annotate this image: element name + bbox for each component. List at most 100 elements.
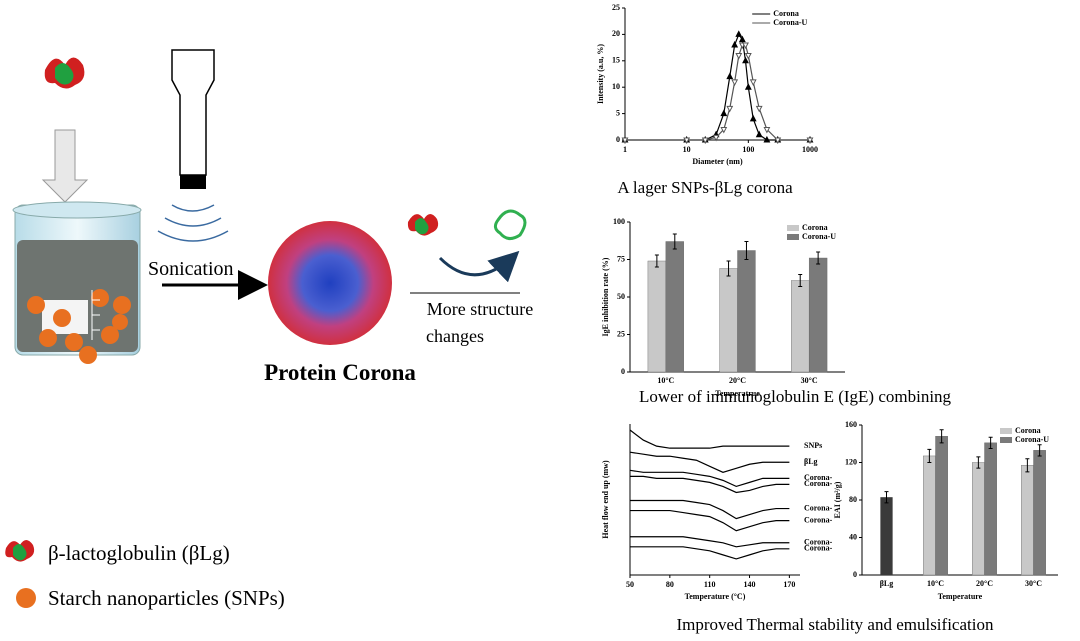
legend-label: Corona (1015, 426, 1041, 435)
x-tick-label: 100 (742, 145, 754, 154)
legend-label: Corona (773, 9, 799, 18)
x-tick-label: 80 (666, 580, 674, 589)
bar (972, 462, 985, 576)
legend-protein-icon (5, 540, 35, 562)
x-tick-label: 110 (704, 580, 716, 589)
series-line (629, 451, 790, 473)
y-tick-label: 100 (613, 217, 625, 226)
x-axis-label: Temperature (938, 592, 983, 601)
error-bar (672, 233, 677, 250)
point-marker (726, 105, 734, 113)
bar (923, 455, 936, 576)
caption: A lager SNPs-βLg corona (617, 178, 793, 197)
y-tick-label: 20 (612, 29, 620, 38)
x-tick-label: 50 (626, 580, 634, 589)
y-tick-label: 10 (612, 82, 620, 91)
sonicator (157, 49, 229, 242)
y-axis-label: Heat flow end up (mw) (601, 460, 610, 539)
bar (665, 241, 684, 373)
legend-snp-dot (16, 588, 36, 608)
error-bar (1025, 458, 1030, 473)
x-axis-label: Temperature (°C) (685, 592, 746, 601)
protein-icon (407, 209, 527, 240)
y-tick-label: 80 (849, 495, 857, 504)
error-bar (726, 260, 731, 277)
error-bar (927, 448, 932, 463)
sonication-label: Sonication (148, 258, 234, 280)
point-marker (763, 135, 771, 143)
legend-label: Corona-U (773, 18, 807, 27)
point-marker (763, 126, 771, 134)
down-arrow (41, 129, 89, 203)
y-tick-label: 160 (845, 420, 857, 429)
x-tick-label: 20°C (976, 579, 993, 588)
point-marker (742, 56, 749, 64)
point-marker (806, 137, 814, 145)
point-marker (744, 53, 752, 60)
x-tick-label: 30°C (801, 376, 818, 385)
bar (791, 280, 810, 373)
point-marker (755, 130, 763, 138)
x-tick-label: 20°C (729, 376, 746, 385)
series-label: Corona- (804, 479, 833, 488)
series-line (629, 429, 790, 449)
y-axis-label: Intensity (a.u, %) (596, 44, 605, 104)
bar (808, 257, 828, 373)
y-axis-label: EAI (m²/g) (833, 481, 842, 518)
legend-label: Corona-U (1015, 435, 1049, 444)
bar (935, 436, 948, 576)
point-marker (712, 134, 720, 142)
y-tick-label: 25 (617, 329, 625, 338)
y-tick-label: 40 (849, 532, 857, 541)
caption: Lower of immunoglobulin E (IgE) combinin… (639, 387, 952, 406)
series-label: Corona- (804, 515, 833, 524)
point-marker (755, 105, 763, 113)
x-tick-label: 1000 (802, 145, 818, 154)
y-tick-label: 25 (612, 3, 620, 12)
series-line (629, 469, 790, 488)
x-tick-label: 1 (623, 145, 627, 154)
bar (880, 497, 893, 575)
point-marker (720, 126, 728, 134)
series-line (625, 44, 810, 141)
y-tick-label: 0 (616, 135, 620, 144)
changes-label: More structure (427, 299, 533, 319)
point-marker (735, 30, 743, 37)
change-arrow (438, 250, 520, 283)
point-marker (731, 79, 739, 87)
error-bar (939, 429, 944, 444)
legend-swatch (787, 234, 799, 240)
error-bar (654, 254, 659, 268)
series-line (630, 509, 790, 532)
series-line (625, 33, 810, 141)
error-bar (1037, 444, 1042, 457)
series-label: SNPs (804, 441, 822, 450)
corona-sphere (268, 221, 392, 345)
error-bar (798, 274, 803, 287)
bar (1021, 465, 1034, 576)
x-tick-label: 10 (683, 145, 691, 154)
error-bar (816, 251, 821, 265)
series-label: βLg (804, 457, 818, 466)
error-bar (988, 436, 993, 449)
point-marker (731, 40, 739, 48)
bar (719, 268, 738, 373)
corona-label: Protein Corona (264, 360, 416, 385)
error-bar (884, 491, 889, 504)
bar (984, 442, 997, 576)
series-line (630, 546, 790, 560)
point-marker (749, 79, 757, 87)
point-marker (744, 83, 752, 90)
legend-label: Corona-U (802, 232, 836, 241)
legend-swatch (1000, 428, 1012, 434)
y-tick-label: 0 (853, 570, 857, 579)
bar (1033, 450, 1046, 576)
error-bar (744, 241, 749, 260)
y-tick-label: 15 (612, 56, 620, 65)
y-tick-label: 120 (845, 457, 857, 466)
y-axis-label: IgE inhibition rate (%) (601, 257, 610, 336)
point-marker (701, 137, 709, 145)
legend-snps: Starch nanoparticles (SNPs) (48, 586, 285, 610)
legend-swatch (787, 225, 799, 231)
